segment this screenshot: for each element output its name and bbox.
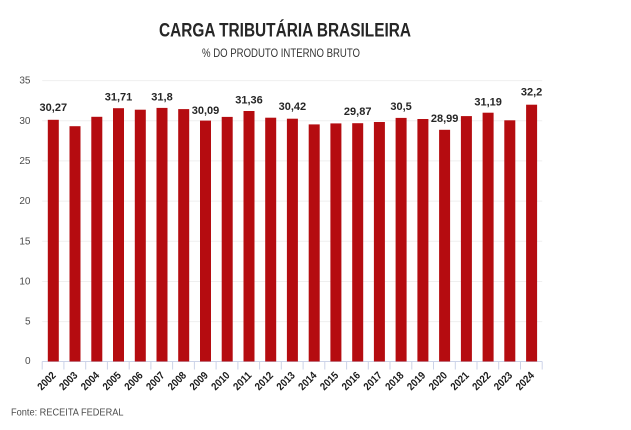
- svg-text:35: 35: [19, 76, 31, 87]
- svg-text:31,8: 31,8: [151, 91, 172, 103]
- svg-text:32,2: 32,2: [521, 87, 542, 99]
- svg-text:31,19: 31,19: [474, 96, 502, 108]
- svg-text:28,99: 28,99: [431, 113, 459, 125]
- svg-text:30,5: 30,5: [390, 101, 411, 113]
- svg-text:15: 15: [19, 236, 31, 247]
- svg-text:0: 0: [25, 356, 31, 367]
- svg-text:31,36: 31,36: [235, 94, 263, 106]
- svg-text:30,42: 30,42: [279, 101, 307, 113]
- svg-text:Fonte: RECEITA FEDERAL: Fonte: RECEITA FEDERAL: [11, 407, 124, 419]
- svg-text:CARGA TRIBUTÁRIA BRASILEIRA: CARGA TRIBUTÁRIA BRASILEIRA: [159, 20, 411, 42]
- svg-text:30,27: 30,27: [40, 102, 68, 114]
- svg-text:20: 20: [19, 196, 31, 207]
- svg-text:30,09: 30,09: [192, 105, 220, 117]
- svg-text:5: 5: [25, 317, 31, 328]
- svg-text:29,87: 29,87: [344, 106, 372, 118]
- svg-text:30: 30: [19, 116, 31, 127]
- svg-text:25: 25: [19, 156, 31, 167]
- svg-text:31,71: 31,71: [105, 92, 133, 104]
- svg-text:10: 10: [19, 277, 31, 288]
- svg-text:% DO PRODUTO INTERNO BRUTO: % DO PRODUTO INTERNO BRUTO: [202, 46, 360, 60]
